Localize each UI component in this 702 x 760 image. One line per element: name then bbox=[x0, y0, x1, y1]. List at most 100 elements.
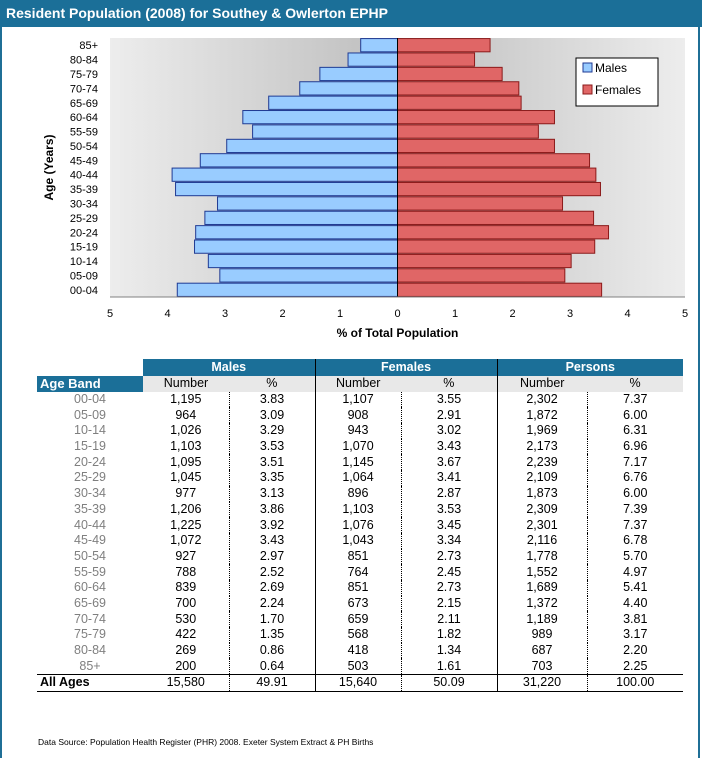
percent-cell: 2.11 bbox=[401, 611, 497, 627]
female-bar bbox=[398, 283, 602, 296]
male-bar bbox=[348, 53, 397, 66]
percent-cell: 3.53 bbox=[401, 502, 497, 518]
number-cell: 2,309 bbox=[497, 502, 587, 518]
percent-cell: 100.00 bbox=[587, 675, 683, 692]
table-row: 25-29 1,045 3.35 1,064 3.41 2,109 6.76 bbox=[37, 470, 683, 486]
male-bar bbox=[177, 283, 397, 296]
table-row: 35-39 1,206 3.86 1,103 3.53 2,309 7.39 bbox=[37, 502, 683, 518]
y-tick-label: 20-24 bbox=[70, 227, 98, 239]
number-cell: 31,220 bbox=[497, 675, 587, 692]
percent-cell: 2.97 bbox=[229, 549, 315, 565]
x-tick-label: 3 bbox=[222, 308, 228, 320]
number-cell: 989 bbox=[497, 627, 587, 643]
number-cell: 851 bbox=[315, 580, 401, 596]
number-cell: 15,640 bbox=[315, 675, 401, 692]
number-cell: 687 bbox=[497, 643, 587, 659]
number-cell: 2,116 bbox=[497, 533, 587, 549]
female-bar bbox=[398, 39, 491, 52]
number-cell: 1,026 bbox=[143, 423, 229, 439]
y-tick-label: 70-74 bbox=[70, 83, 98, 95]
percent-cell: 3.53 bbox=[229, 439, 315, 455]
female-bar bbox=[398, 111, 555, 124]
percent-cell: 2.20 bbox=[587, 643, 683, 659]
y-tick-label: 80-84 bbox=[70, 55, 98, 67]
percent-cell: 7.17 bbox=[587, 454, 683, 470]
percent-cell: 2.45 bbox=[401, 564, 497, 580]
y-tick-label: 35-39 bbox=[70, 184, 98, 196]
age-band-cell: 20-24 bbox=[37, 454, 143, 470]
y-axis-title: Age (Years) bbox=[42, 134, 56, 200]
legend-swatch-males bbox=[583, 63, 592, 72]
number-cell: 2,302 bbox=[497, 392, 587, 408]
age-band-header: Age Band bbox=[37, 376, 143, 392]
age-band-cell: 75-79 bbox=[37, 627, 143, 643]
number-cell: 659 bbox=[315, 611, 401, 627]
number-cell: 1,189 bbox=[497, 611, 587, 627]
percent-cell: 3.92 bbox=[229, 517, 315, 533]
age-band-cell: 50-54 bbox=[37, 549, 143, 565]
percent-cell: 3.09 bbox=[229, 407, 315, 423]
female-bar bbox=[398, 96, 522, 109]
table-row: 05-09 964 3.09 908 2.91 1,872 6.00 bbox=[37, 407, 683, 423]
sub-header: % bbox=[229, 376, 315, 392]
percent-cell: 3.67 bbox=[401, 454, 497, 470]
age-band-cell: 60-64 bbox=[37, 580, 143, 596]
number-cell: 422 bbox=[143, 627, 229, 643]
age-band-cell: 40-44 bbox=[37, 517, 143, 533]
number-cell: 1,107 bbox=[315, 392, 401, 408]
number-cell: 1,969 bbox=[497, 423, 587, 439]
number-cell: 2,301 bbox=[497, 517, 587, 533]
age-band-cell: 70-74 bbox=[37, 611, 143, 627]
number-cell: 2,239 bbox=[497, 454, 587, 470]
percent-cell: 2.69 bbox=[229, 580, 315, 596]
y-tick-label: 40-44 bbox=[70, 170, 98, 182]
number-cell: 673 bbox=[315, 596, 401, 612]
male-bar bbox=[300, 82, 398, 95]
male-bar bbox=[361, 39, 398, 52]
number-cell: 1,873 bbox=[497, 486, 587, 502]
number-cell: 2,109 bbox=[497, 470, 587, 486]
female-bar bbox=[398, 154, 590, 167]
percent-cell: 6.00 bbox=[587, 407, 683, 423]
male-bar bbox=[176, 182, 398, 195]
number-cell: 1,045 bbox=[143, 470, 229, 486]
data-source-note: Data Source: Population Health Register … bbox=[38, 737, 373, 747]
female-bar bbox=[398, 168, 596, 181]
number-cell: 908 bbox=[315, 407, 401, 423]
percent-cell: 6.00 bbox=[587, 486, 683, 502]
percent-cell: 2.87 bbox=[401, 486, 497, 502]
y-tick-label: 65-69 bbox=[70, 98, 98, 110]
percent-cell: 4.40 bbox=[587, 596, 683, 612]
x-tick-label: 3 bbox=[567, 308, 573, 320]
y-tick-label: 00-04 bbox=[70, 285, 98, 297]
y-tick-label: 30-34 bbox=[70, 198, 98, 210]
percent-cell: 6.96 bbox=[587, 439, 683, 455]
age-band-cell: 85+ bbox=[37, 658, 143, 674]
number-cell: 530 bbox=[143, 611, 229, 627]
percent-cell: 2.25 bbox=[587, 658, 683, 674]
number-cell: 964 bbox=[143, 407, 229, 423]
percent-cell: 6.78 bbox=[587, 533, 683, 549]
x-tick-label: 1 bbox=[337, 308, 343, 320]
males-group-header: Males bbox=[143, 359, 315, 376]
percent-cell: 2.24 bbox=[229, 596, 315, 612]
percent-cell: 3.35 bbox=[229, 470, 315, 486]
female-bar bbox=[398, 82, 519, 95]
number-cell: 703 bbox=[497, 658, 587, 674]
percent-cell: 3.55 bbox=[401, 392, 497, 408]
male-bar bbox=[196, 226, 398, 239]
x-tick-label: 4 bbox=[164, 308, 170, 320]
age-band-cell: 10-14 bbox=[37, 423, 143, 439]
number-cell: 1,070 bbox=[315, 439, 401, 455]
female-bar bbox=[398, 197, 563, 210]
male-bar bbox=[320, 67, 398, 80]
female-bar bbox=[398, 67, 503, 80]
percent-cell: 5.41 bbox=[587, 580, 683, 596]
percent-cell: 1.61 bbox=[401, 658, 497, 674]
number-cell: 200 bbox=[143, 658, 229, 674]
number-cell: 851 bbox=[315, 549, 401, 565]
percent-cell: 0.64 bbox=[229, 658, 315, 674]
number-cell: 927 bbox=[143, 549, 229, 565]
table-row: 65-69 700 2.24 673 2.15 1,372 4.40 bbox=[37, 596, 683, 612]
percent-cell: 3.81 bbox=[587, 611, 683, 627]
